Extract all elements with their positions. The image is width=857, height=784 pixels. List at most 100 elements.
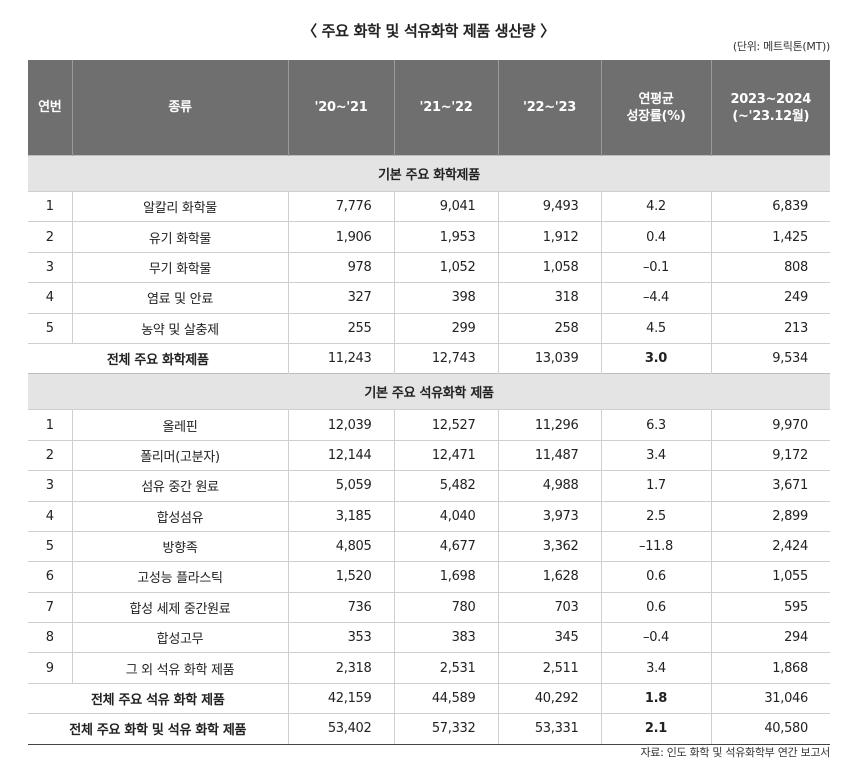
value-y3: 11,487 xyxy=(498,439,602,471)
value-y2: 1,698 xyxy=(394,561,499,593)
row-type: 합성 세제 중간원료 xyxy=(72,591,289,623)
value-y2: 398 xyxy=(394,282,499,314)
section-header-row: 기본 주요 화학제품 xyxy=(28,155,830,192)
total-growth: 3.0 xyxy=(601,342,712,374)
value-y3: 9,493 xyxy=(498,190,602,222)
value-latest: 1,425 xyxy=(711,221,830,253)
total-y3: 13,039 xyxy=(498,342,602,374)
row-type: 알칼리 화학물 xyxy=(72,190,289,222)
value-y3: 3,362 xyxy=(498,530,602,562)
total-y1: 11,243 xyxy=(288,342,395,374)
value-y1: 5,059 xyxy=(288,470,395,502)
value-latest: 1,055 xyxy=(711,561,830,593)
value-y2: 4,677 xyxy=(394,530,499,562)
total-growth: 2.1 xyxy=(601,713,712,745)
row-number: 9 xyxy=(28,652,73,684)
value-y3: 318 xyxy=(498,282,602,314)
row-type: 합성섬유 xyxy=(72,500,289,532)
table-row: 1 알칼리 화학물 7,776 9,041 9,493 4.2 6,839 xyxy=(28,190,830,222)
value-growth: 4.2 xyxy=(601,190,712,222)
grand-total-row: 전체 주요 화학 및 석유 화학 제품 53,402 57,332 53,331 2.1… xyxy=(28,713,830,745)
value-y2: 383 xyxy=(394,622,499,653)
value-y3: 3,973 xyxy=(498,500,602,532)
header-latest-line1: 2023~2024 xyxy=(730,91,812,107)
value-growth: –11.8 xyxy=(601,530,712,562)
value-latest: 9,172 xyxy=(711,439,830,471)
value-y2: 12,527 xyxy=(394,409,499,441)
value-y3: 258 xyxy=(498,312,602,344)
row-number: 6 xyxy=(28,561,73,593)
total-latest: 40,580 xyxy=(711,713,830,745)
value-y2: 1,052 xyxy=(394,251,499,283)
row-type: 방향족 xyxy=(72,530,289,562)
value-latest: 249 xyxy=(711,282,830,314)
header-latest: 2023~2024 (~'23.12월) xyxy=(711,60,830,156)
header-growth-line2: 성장률(%) xyxy=(626,108,686,124)
row-number: 1 xyxy=(28,409,73,441)
subtotal-row: 전체 주요 화학제품 11,243 12,743 13,039 3.0 9,534 xyxy=(28,342,830,374)
table-row: 4 합성섬유 3,185 4,040 3,973 2.5 2,899 xyxy=(28,500,830,532)
value-y1: 978 xyxy=(288,251,395,283)
value-latest: 294 xyxy=(711,622,830,653)
value-y2: 5,482 xyxy=(394,470,499,502)
header-y2: '21~'22 xyxy=(394,60,499,156)
row-type: 폴리머(고분자) xyxy=(72,439,289,471)
total-label: 전체 주요 석유 화학 제품 xyxy=(28,682,289,714)
table-row: 8 합성고무 353 383 345 –0.4 294 xyxy=(28,622,830,653)
value-latest: 595 xyxy=(711,591,830,623)
row-type: 고성능 플라스틱 xyxy=(72,561,289,593)
value-y2: 780 xyxy=(394,591,499,623)
header-type: 종류 xyxy=(72,60,289,156)
row-number: 7 xyxy=(28,591,73,623)
value-y1: 3,185 xyxy=(288,500,395,532)
row-type: 염료 및 안료 xyxy=(72,282,289,314)
value-y1: 2,318 xyxy=(288,652,395,684)
value-latest: 6,839 xyxy=(711,190,830,222)
value-y2: 4,040 xyxy=(394,500,499,532)
value-growth: –0.4 xyxy=(601,622,712,653)
row-number: 5 xyxy=(28,312,73,344)
section-label: 기본 주요 석유화학 제품 xyxy=(28,373,830,410)
value-y1: 7,776 xyxy=(288,190,395,222)
value-latest: 2,424 xyxy=(711,530,830,562)
value-y1: 12,144 xyxy=(288,439,395,471)
value-y2: 2,531 xyxy=(394,652,499,684)
value-growth: –0.1 xyxy=(601,251,712,283)
value-growth: 3.4 xyxy=(601,652,712,684)
value-growth: 0.4 xyxy=(601,221,712,253)
header-growth: 연평균 성장률(%) xyxy=(601,60,712,156)
table-row: 4 염료 및 안료 327 398 318 –4.4 249 xyxy=(28,282,830,314)
row-number: 4 xyxy=(28,282,73,314)
row-type: 올레핀 xyxy=(72,409,289,441)
row-number: 2 xyxy=(28,439,73,471)
total-y3: 53,331 xyxy=(498,713,602,745)
row-number: 3 xyxy=(28,251,73,283)
value-y2: 12,471 xyxy=(394,439,499,471)
value-growth: 3.4 xyxy=(601,439,712,471)
value-growth: 4.5 xyxy=(601,312,712,344)
value-y3: 11,296 xyxy=(498,409,602,441)
value-y1: 255 xyxy=(288,312,395,344)
value-y2: 1,953 xyxy=(394,221,499,253)
row-type: 유기 화학물 xyxy=(72,221,289,253)
table-row: 2 유기 화학물 1,906 1,953 1,912 0.4 1,425 xyxy=(28,221,830,253)
row-number: 1 xyxy=(28,190,73,222)
table-body: 기본 주요 화학제품 1 알칼리 화학물 7,776 9,041 9,493 4.2 6,83… xyxy=(28,155,830,745)
table-row: 5 방향족 4,805 4,677 3,362 –11.8 2,424 xyxy=(28,530,830,562)
table-title: 〈 주요 화학 및 석유화학 제품 생산량 〉 xyxy=(302,22,555,40)
total-y3: 40,292 xyxy=(498,682,602,714)
value-y3: 345 xyxy=(498,622,602,653)
total-y2: 44,589 xyxy=(394,682,499,714)
value-y3: 703 xyxy=(498,591,602,623)
value-growth: –4.4 xyxy=(601,282,712,314)
header-y1: '20~'21 xyxy=(288,60,395,156)
total-y2: 57,332 xyxy=(394,713,499,745)
subtotal-row: 전체 주요 석유 화학 제품 42,159 44,589 40,292 1.8 31,04… xyxy=(28,682,830,714)
value-y3: 1,912 xyxy=(498,221,602,253)
total-latest: 31,046 xyxy=(711,682,830,714)
value-y1: 12,039 xyxy=(288,409,395,441)
table-row: 7 합성 세제 중간원료 736 780 703 0.6 595 xyxy=(28,591,830,623)
value-y1: 327 xyxy=(288,282,395,314)
value-y1: 353 xyxy=(288,622,395,653)
